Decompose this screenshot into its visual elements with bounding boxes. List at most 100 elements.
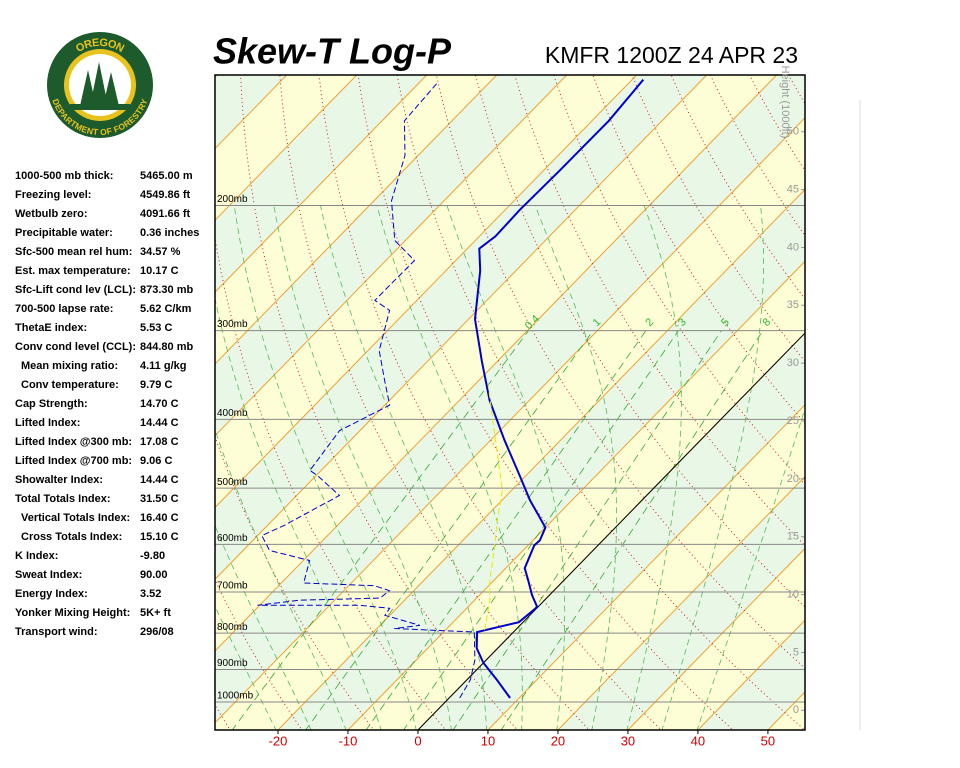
stat-value: 14.44 C xyxy=(140,474,179,486)
stat-label: Wetbulb zero: xyxy=(15,208,88,220)
dry-adiabat xyxy=(435,75,805,670)
stat-value: 9.79 C xyxy=(140,379,172,391)
stat-value: 4549.86 ft xyxy=(140,189,190,201)
x-tick-label: 20 xyxy=(551,733,565,748)
isotherm xyxy=(215,75,708,580)
stat-label: Conv cond level (CCL): xyxy=(15,341,136,353)
stat-value: 17.08 C xyxy=(140,436,179,448)
plot-area xyxy=(215,73,960,732)
stat-value: 9.06 C xyxy=(140,455,172,467)
dry-adiabat xyxy=(943,73,960,732)
x-tick-label: 10 xyxy=(481,733,495,748)
height-tick-label: 35 xyxy=(787,299,799,311)
moist-adiabat xyxy=(446,205,566,730)
x-tick-label: 40 xyxy=(691,733,705,748)
stat-value: 14.70 C xyxy=(140,398,179,410)
stat-label: Est. max temperature: xyxy=(15,265,131,277)
height-tick-label: 50 xyxy=(787,126,799,138)
pressure-label: 1000mb xyxy=(217,691,254,702)
chart-title: Skew-T Log-P xyxy=(213,31,452,72)
temperature-band xyxy=(215,75,805,723)
mixing-ratio-line xyxy=(500,330,764,730)
stat-value: 15.10 C xyxy=(140,531,179,543)
pressure-label: 900mb xyxy=(217,658,248,669)
mixing-ratio-line xyxy=(365,330,647,730)
x-tick-label: 30 xyxy=(621,733,635,748)
height-axis-label: Height (1000ft) xyxy=(779,66,791,139)
mixing-ratio-line xyxy=(403,330,679,730)
stat-value: 844.80 mb xyxy=(140,341,193,353)
dry-adiabat xyxy=(904,73,960,732)
pressure-label: 600mb xyxy=(217,533,248,544)
stat-label: Precipitable water: xyxy=(15,227,113,239)
moist-adiabat xyxy=(661,205,765,730)
stat-value: 5465.00 m xyxy=(140,170,193,182)
isotherm xyxy=(487,404,805,730)
logo-trees xyxy=(80,62,119,106)
stat-label: Lifted Index: xyxy=(15,417,80,429)
stat-label: Cap Strength: xyxy=(15,398,88,410)
freezing-isotherm xyxy=(417,332,805,730)
dry-adiabat xyxy=(318,75,662,730)
stat-label: Yonker Mixing Height: xyxy=(15,607,130,619)
stat-value: 31.50 C xyxy=(140,493,179,505)
stat-label: Showalter Index: xyxy=(15,474,103,486)
pressure-label: 400mb xyxy=(217,408,248,419)
height-tick-label: 45 xyxy=(787,183,799,195)
pressure-label: 700mb xyxy=(217,581,248,592)
stat-value: 5.62 C/km xyxy=(140,303,192,315)
isotherm xyxy=(215,75,638,509)
stat-label: ThetaE index: xyxy=(15,322,87,334)
logo-top-text: OREGON xyxy=(74,37,126,55)
isotherm xyxy=(215,75,428,293)
dry-adiabat xyxy=(215,434,375,730)
logo-ground xyxy=(70,104,130,110)
moist-adiabat xyxy=(273,205,452,730)
isotherm xyxy=(215,75,358,222)
logo-top-path: OREGON xyxy=(74,37,126,55)
stat-value: 14.44 C xyxy=(140,417,179,429)
profile-line xyxy=(473,79,645,699)
stats: 1000-500 mb thick: 5465.00 m Freezing leve… xyxy=(15,170,199,638)
x-tick-label: 50 xyxy=(761,733,775,748)
dry-adiabat xyxy=(396,75,805,730)
profile-line xyxy=(257,81,476,699)
isotherm xyxy=(215,75,568,437)
logo: OREGON DEPARTMENT OF FORESTRY xyxy=(47,32,153,138)
x-tick-label: 0 xyxy=(414,733,421,748)
isotherm xyxy=(215,116,805,724)
stat-value: 873.30 mb xyxy=(140,284,193,296)
stat-label: 1000-500 mb thick: xyxy=(15,170,113,182)
stat-value: -9.80 xyxy=(140,550,165,562)
stat-value: 10.17 C xyxy=(140,265,179,277)
moist-adiabat xyxy=(696,407,805,730)
mixing-ratio-line xyxy=(305,330,594,730)
height-tick-label: 0 xyxy=(793,704,799,716)
pressure-label: 800mb xyxy=(217,622,248,633)
stat-value: 34.57 % xyxy=(140,246,181,258)
height-tick-label: 40 xyxy=(787,241,799,253)
stat-label: K Index: xyxy=(15,550,58,562)
dry-adiabat xyxy=(279,75,590,730)
moist-adiabat xyxy=(376,205,523,730)
stat-value: 4091.66 ft xyxy=(140,208,190,220)
stat-value: 90.00 xyxy=(140,569,168,581)
stat-value: 5K+ ft xyxy=(140,607,171,619)
moist-adiabat xyxy=(215,296,382,730)
chart-subtitle: KMFR 1200Z 24 APR 23 xyxy=(545,42,798,68)
isotherm xyxy=(215,75,777,652)
dry-adiabat xyxy=(474,75,805,608)
stat-value: 0.36 inches xyxy=(140,227,199,239)
stat-label: Lifted Index @700 mb: xyxy=(15,455,132,467)
profile-line xyxy=(484,380,503,631)
pressure-label: 200mb xyxy=(217,194,248,205)
moist-adiabat xyxy=(534,205,617,730)
dry-adiabat xyxy=(826,73,960,732)
dry-adiabat xyxy=(787,75,805,105)
isotherm xyxy=(557,475,805,730)
stat-value: 3.52 xyxy=(140,588,161,600)
stat-label: Lifted Index @300 mb: xyxy=(15,436,132,448)
x-tick-label: -10 xyxy=(339,733,358,748)
stat-value: 296/08 xyxy=(140,626,174,638)
